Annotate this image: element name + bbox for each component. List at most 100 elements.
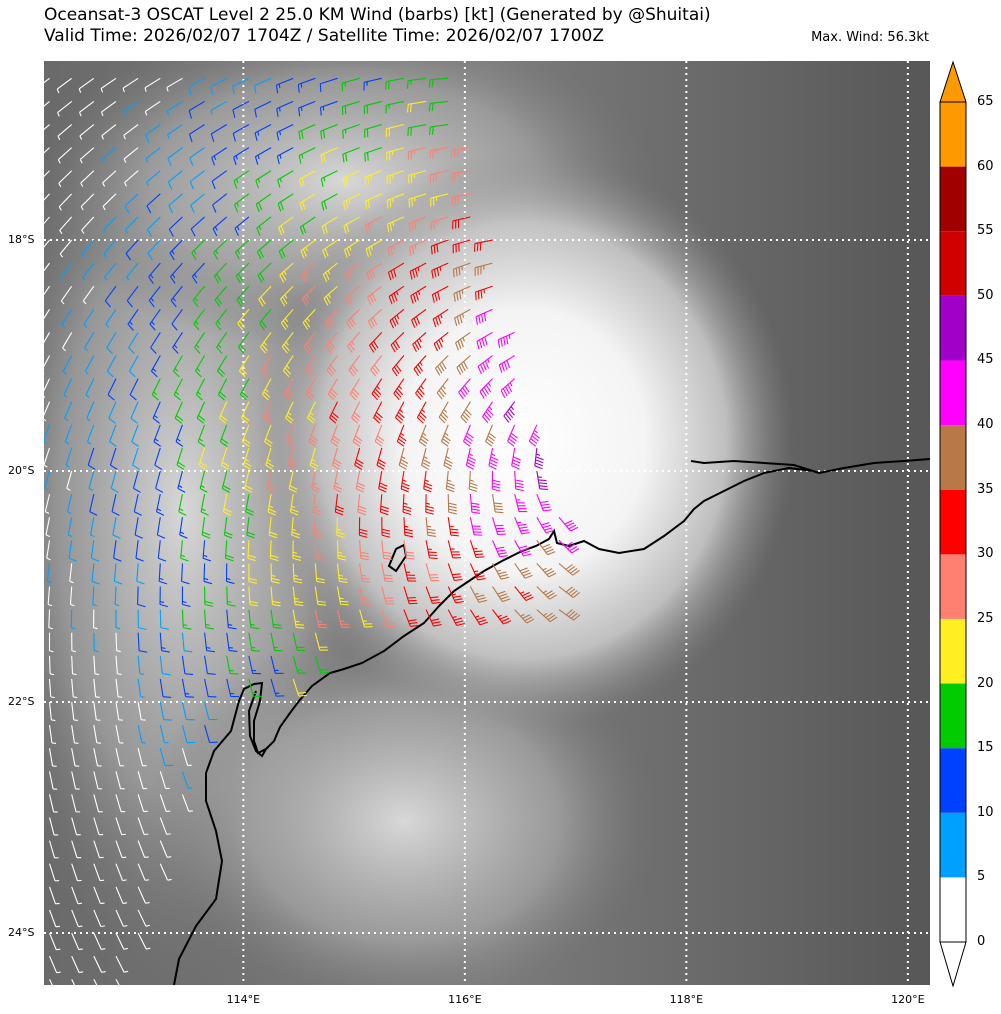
- wind-barb: [379, 494, 389, 516]
- wind-barb: [385, 100, 405, 114]
- wind-barb: [100, 100, 117, 117]
- wind-barb: [124, 193, 139, 214]
- wind-barb: [71, 863, 82, 882]
- wind-barb: [90, 540, 100, 562]
- wind-barb: [325, 332, 338, 354]
- wind-barb: [89, 494, 98, 516]
- colorbar-segment: [940, 683, 966, 749]
- wind-barb: [333, 470, 343, 493]
- wind-barb: [528, 424, 540, 447]
- wind-barb: [194, 355, 206, 378]
- wind-barb: [71, 794, 81, 813]
- wind-barb: [285, 401, 294, 424]
- wind-barb: [84, 332, 95, 352]
- wind-barb: [126, 285, 139, 308]
- wind-barb: [71, 678, 78, 699]
- wind-barb: [270, 632, 283, 652]
- wind-barb: [226, 586, 236, 607]
- wind-barb: [93, 955, 106, 973]
- wind-barb: [211, 147, 228, 166]
- wind-barb: [431, 285, 449, 303]
- wind-barb: [298, 147, 316, 164]
- wind-barb: [110, 470, 119, 493]
- wind-barb: [365, 239, 383, 258]
- wind-barb: [359, 540, 370, 561]
- wind-barb: [403, 563, 417, 582]
- wind-barb: [137, 863, 150, 881]
- wind-barb: [78, 77, 95, 93]
- wind-barb: [415, 378, 427, 400]
- wind-barb: [364, 170, 382, 186]
- wind-barb: [215, 308, 228, 331]
- latitude-label: 20°S: [8, 464, 35, 478]
- colorbar-extend-min: [939, 941, 967, 987]
- wind-barb: [346, 308, 361, 330]
- wind-barb: [49, 840, 59, 859]
- wind-barb: [248, 655, 261, 675]
- wind-barb: [301, 262, 316, 283]
- wind-barb: [220, 447, 230, 470]
- wind-barb: [386, 170, 405, 185]
- wind-barb: [301, 285, 316, 307]
- wind-barb: [492, 517, 506, 536]
- wind-barb: [44, 147, 50, 154]
- wind-barb: [181, 771, 193, 789]
- wind-barb: [79, 100, 95, 117]
- wind-barb: [292, 609, 305, 629]
- wind-barb: [314, 540, 324, 561]
- wind-barb: [469, 494, 481, 514]
- wind-barb: [536, 563, 557, 578]
- graticule: [44, 61, 930, 985]
- wind-barb: [280, 308, 294, 330]
- wind-barb: [447, 540, 461, 559]
- wind-barb: [49, 817, 59, 836]
- wind-barb: [381, 563, 394, 583]
- wind-barb: [204, 701, 218, 721]
- wind-barb: [244, 470, 253, 493]
- wind-barb: [359, 586, 372, 605]
- wind-barb: [44, 285, 50, 296]
- wind-barb: [233, 193, 250, 213]
- wind-barb: [292, 586, 304, 607]
- wind-barb: [188, 100, 205, 119]
- wind-barb: [115, 748, 125, 767]
- wind-barb: [60, 285, 73, 305]
- wind-barb: [291, 517, 300, 539]
- wind-barb: [68, 540, 77, 562]
- wind-barb: [173, 378, 183, 401]
- wind-barb: [218, 401, 228, 424]
- wind-barb: [336, 563, 348, 584]
- wind-barb: [170, 262, 183, 284]
- wind-barb: [108, 401, 117, 424]
- wind-barb: [447, 494, 457, 515]
- wind-barb: [48, 701, 56, 722]
- wind-barb: [433, 331, 449, 352]
- colorbar-segment: [940, 554, 966, 619]
- wind-barb: [83, 309, 95, 328]
- wind-barb: [178, 494, 187, 516]
- wind-barb: [536, 516, 554, 534]
- wind-barb: [322, 239, 338, 259]
- wind-barb: [409, 262, 427, 280]
- wind-barb: [402, 494, 412, 516]
- colorbar-tick-label: 40: [977, 417, 994, 433]
- wind-barb: [514, 517, 530, 535]
- wind-barb: [403, 517, 414, 538]
- wind-barb: [364, 193, 383, 210]
- wind-barb: [91, 563, 101, 585]
- wind-barb: [204, 586, 214, 607]
- wind-barb: [102, 170, 117, 187]
- colorbar-tick-label: 10: [977, 804, 994, 820]
- wind-barb: [289, 494, 299, 516]
- wind-barb: [398, 447, 409, 470]
- wind-barb: [64, 401, 73, 422]
- wind-barb: [71, 978, 76, 985]
- wind-barb: [355, 470, 366, 493]
- wind-barb: [248, 632, 261, 652]
- wind-barb: [320, 170, 338, 187]
- wind-barb: [407, 123, 427, 137]
- wind-barb: [57, 124, 73, 141]
- wind-barb: [71, 725, 79, 744]
- wind-barb: [429, 147, 449, 159]
- wind-barb: [536, 539, 556, 556]
